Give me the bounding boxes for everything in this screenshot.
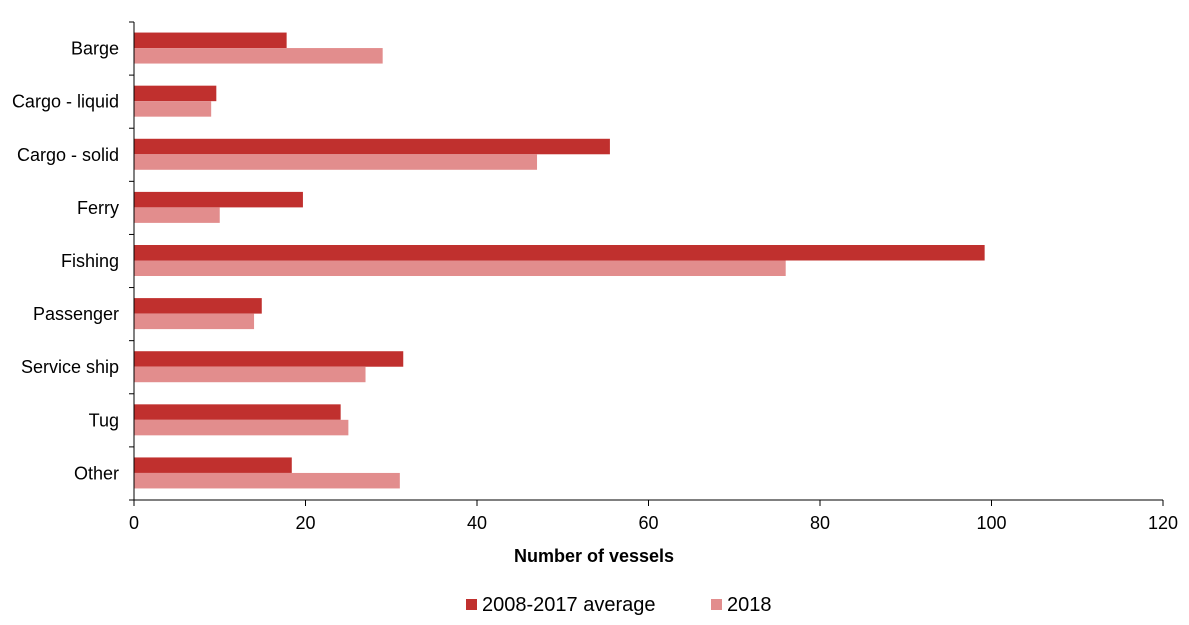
x-tick-label: 120 — [1148, 513, 1178, 533]
y-tick-label: Fishing — [61, 251, 119, 271]
legend-label-avg: 2008-2017 average — [482, 594, 655, 616]
bar-2018-passenger — [134, 313, 255, 330]
bars-group — [134, 32, 985, 489]
x-tick-label: 40 — [467, 513, 487, 533]
x-tick-label: 80 — [810, 513, 830, 533]
y-tick-label: Cargo - liquid — [12, 92, 119, 112]
bar-2018-barge — [134, 48, 383, 64]
y-tick-label: Cargo - solid — [17, 145, 119, 165]
bar-avg-cargo-solid — [134, 138, 610, 155]
y-tick-label: Service ship — [21, 357, 119, 377]
x-axis-title: Number of vessels — [514, 546, 674, 566]
x-tick-label: 0 — [129, 513, 139, 533]
bar-avg-tug — [134, 404, 341, 420]
bar-avg-ferry — [134, 191, 303, 208]
x-tick-label: 20 — [295, 513, 315, 533]
y-tick-label: Tug — [89, 410, 119, 430]
bar-2018-other — [134, 472, 400, 489]
bar-avg-cargo-liquid — [134, 85, 217, 102]
legend-swatch-2018 — [711, 599, 722, 610]
bar-2018-tug — [134, 419, 349, 436]
bar-avg-barge — [134, 32, 287, 49]
bar-avg-other — [134, 457, 292, 473]
x-tick-label: 60 — [638, 513, 658, 533]
bar-avg-passenger — [134, 298, 262, 314]
y-tick-label: Other — [74, 463, 119, 483]
bar-2018-cargo-solid — [134, 154, 538, 170]
legend-label-2018: 2018 — [727, 594, 772, 616]
legend-swatch-avg — [466, 599, 477, 610]
legend: 2008-2017 average 2018 — [466, 594, 772, 616]
bar-2018-fishing — [134, 260, 786, 276]
axes-group: Barge Cargo - liquid Cargo - solid Ferry Fis… — [12, 21, 1178, 533]
bar-avg-fishing — [134, 245, 985, 261]
bar-2018-service-ship — [134, 366, 366, 383]
y-tick-label: Barge — [71, 39, 119, 59]
bar-avg-service-ship — [134, 351, 404, 367]
x-tick-label: 100 — [976, 513, 1006, 533]
bar-2018-cargo-liquid — [134, 101, 212, 117]
bar-2018-ferry — [134, 207, 220, 223]
y-tick-label: Ferry — [77, 198, 119, 218]
y-tick-label: Passenger — [33, 304, 119, 324]
